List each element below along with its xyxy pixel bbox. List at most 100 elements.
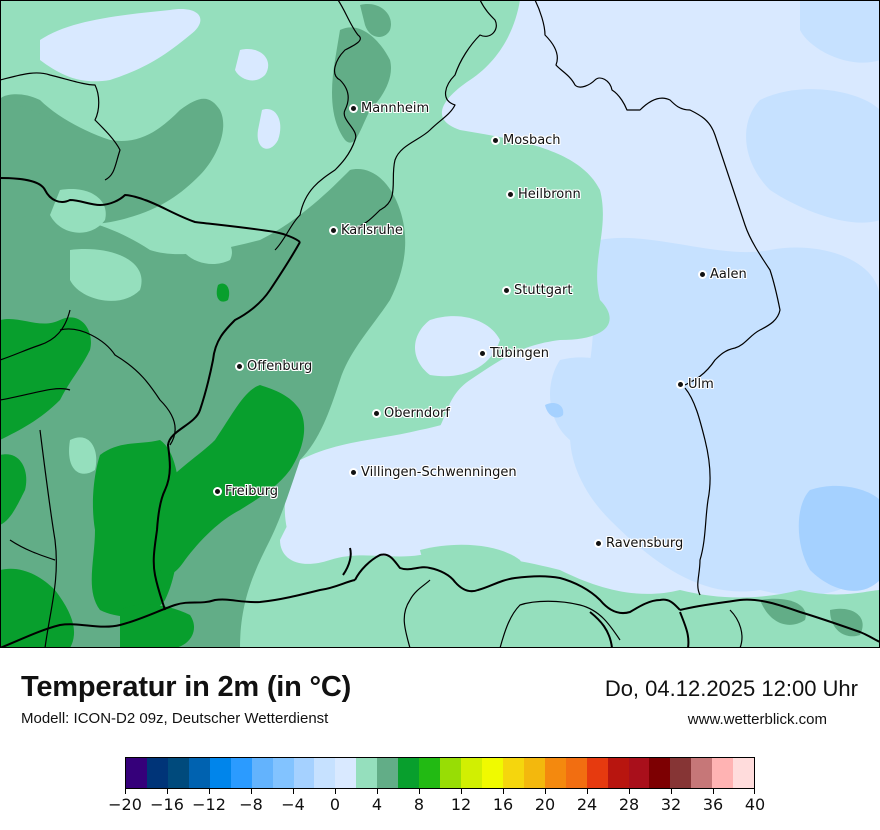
colorbar-segment — [335, 758, 357, 788]
colorbar-segment — [272, 758, 294, 788]
city-marker-karlsruhe: Karlsruhe — [331, 223, 403, 238]
city-dot-icon — [374, 411, 379, 416]
city-marker-aalen: Aalen — [700, 267, 747, 282]
colorbar-tick — [503, 789, 504, 794]
colorbar-ticks: −20 −16 −12 −8 −4 0 4 8 12 16 20 24 28 32 36 40 — [108, 789, 765, 819]
colorbar-segment — [209, 758, 231, 788]
city-dot-icon — [480, 351, 485, 356]
colorbar-tick-label: −20 — [108, 795, 142, 814]
city-label: Freiburg — [225, 484, 279, 499]
colorbar-segment — [607, 758, 629, 788]
city-dot-icon — [351, 470, 356, 475]
colorbar-tick — [251, 789, 252, 794]
city-marker-freiburg: Freiburg — [215, 484, 278, 499]
colorbar-tick — [125, 789, 126, 794]
colorbar-segment — [398, 758, 420, 788]
colorbar-tick — [167, 789, 168, 794]
city-marker-mosbach: Mosbach — [493, 133, 561, 148]
colorbar-tick — [629, 789, 630, 794]
temperature-colorbar — [125, 757, 755, 789]
city-marker-mannheim: Mannheim — [351, 101, 429, 116]
colorbar-segment — [126, 758, 147, 788]
city-label: Ulm — [688, 377, 714, 392]
city-dot-icon — [508, 192, 513, 197]
city-label: Villingen-Schwenningen — [361, 465, 517, 480]
city-marker-ravensburg: Ravensburg — [596, 536, 683, 551]
city-dot-icon — [331, 228, 336, 233]
colorbar-tick — [754, 789, 755, 794]
colorbar-tick — [671, 789, 672, 794]
colorbar-tick-label: 32 — [660, 795, 682, 814]
colorbar-tick — [461, 789, 462, 794]
colorbar-tick-label: 16 — [492, 795, 514, 814]
colorbar-tick-label: −8 — [239, 795, 263, 814]
city-dot-icon — [700, 272, 705, 277]
colorbar-tick-label: −16 — [150, 795, 184, 814]
colorbar-tick-label: 12 — [450, 795, 472, 814]
colorbar-tick — [713, 789, 714, 794]
colorbar-segment — [670, 758, 692, 788]
colorbar-segment — [733, 758, 755, 788]
city-label: Heilbronn — [518, 187, 581, 202]
city-dot-icon — [493, 138, 498, 143]
city-dot-icon — [237, 364, 242, 369]
colorbar-segment — [712, 758, 734, 788]
colorbar-tick-label: 24 — [576, 795, 598, 814]
city-marker-oberndorf: Oberndorf — [374, 406, 450, 421]
city-marker-heilbronn: Heilbronn — [508, 187, 581, 202]
colorbar-tick — [545, 789, 546, 794]
city-label: Tübingen — [490, 346, 549, 361]
city-marker-villingen-schwenningen: Villingen-Schwenningen — [351, 465, 517, 480]
colorbar-tick-label: 0 — [329, 795, 341, 814]
colorbar-tick-label: 40 — [744, 795, 766, 814]
colorbar-segment — [356, 758, 378, 788]
colorbar-segment — [481, 758, 503, 788]
city-label: Ravensburg — [606, 536, 684, 551]
city-label: Oberndorf — [384, 406, 450, 421]
temperature-map: Mannheim Mosbach Heilbronn Karlsruhe Aal… — [0, 0, 880, 648]
valid-datetime: Do, 04.12.2025 12:00 Uhr — [604, 676, 858, 701]
colorbar-segment — [419, 758, 441, 788]
colorbar-segment — [523, 758, 545, 788]
city-dot-icon — [504, 288, 509, 293]
city-marker-tuebingen: Tübingen — [480, 346, 549, 361]
colorbar-tick-label: 4 — [371, 795, 383, 814]
city-label: Stuttgart — [514, 283, 573, 298]
model-source: Modell: ICON-D2 09z, Deutscher Wetterdie… — [21, 710, 329, 727]
city-dot-icon — [351, 106, 356, 111]
colorbar-segment — [691, 758, 713, 788]
city-marker-ulm: Ulm — [678, 377, 714, 392]
colorbar-segment — [167, 758, 189, 788]
website-credit: www.wetterblick.com — [687, 711, 827, 728]
colorbar-segment — [586, 758, 608, 788]
colorbar-tick-label: 20 — [534, 795, 556, 814]
city-label: Offenburg — [247, 359, 313, 374]
city-marker-offenburg: Offenburg — [237, 359, 312, 374]
colorbar-tick-label: −4 — [281, 795, 305, 814]
colorbar-tick-label: 36 — [702, 795, 724, 814]
map-title: Temperatur in 2m (in °C) — [21, 671, 352, 703]
colorbar-segment — [461, 758, 482, 788]
colorbar-segment — [440, 758, 461, 788]
colorbar-tick — [293, 789, 294, 794]
colorbar-tick-label: −12 — [192, 795, 226, 814]
colorbar-tick — [335, 789, 336, 794]
colorbar-segment — [314, 758, 336, 788]
colorbar-tick — [209, 789, 210, 794]
colorbar-tick — [377, 789, 378, 794]
colorbar-segment — [188, 758, 210, 788]
city-label: Mannheim — [361, 101, 430, 116]
city-dot-icon — [596, 541, 601, 546]
colorbar-segment — [544, 758, 566, 788]
colorbar-segment — [628, 758, 650, 788]
colorbar-tick-label: 8 — [413, 795, 425, 814]
colorbar-segment — [251, 758, 273, 788]
map-canvas — [0, 0, 880, 648]
city-dot-icon — [678, 382, 683, 387]
city-label: Mosbach — [503, 133, 561, 148]
colorbar-tick — [419, 789, 420, 794]
colorbar-segment — [649, 758, 671, 788]
city-label: Aalen — [710, 267, 747, 282]
colorbar-segment — [377, 758, 399, 788]
city-label: Karlsruhe — [341, 223, 403, 238]
